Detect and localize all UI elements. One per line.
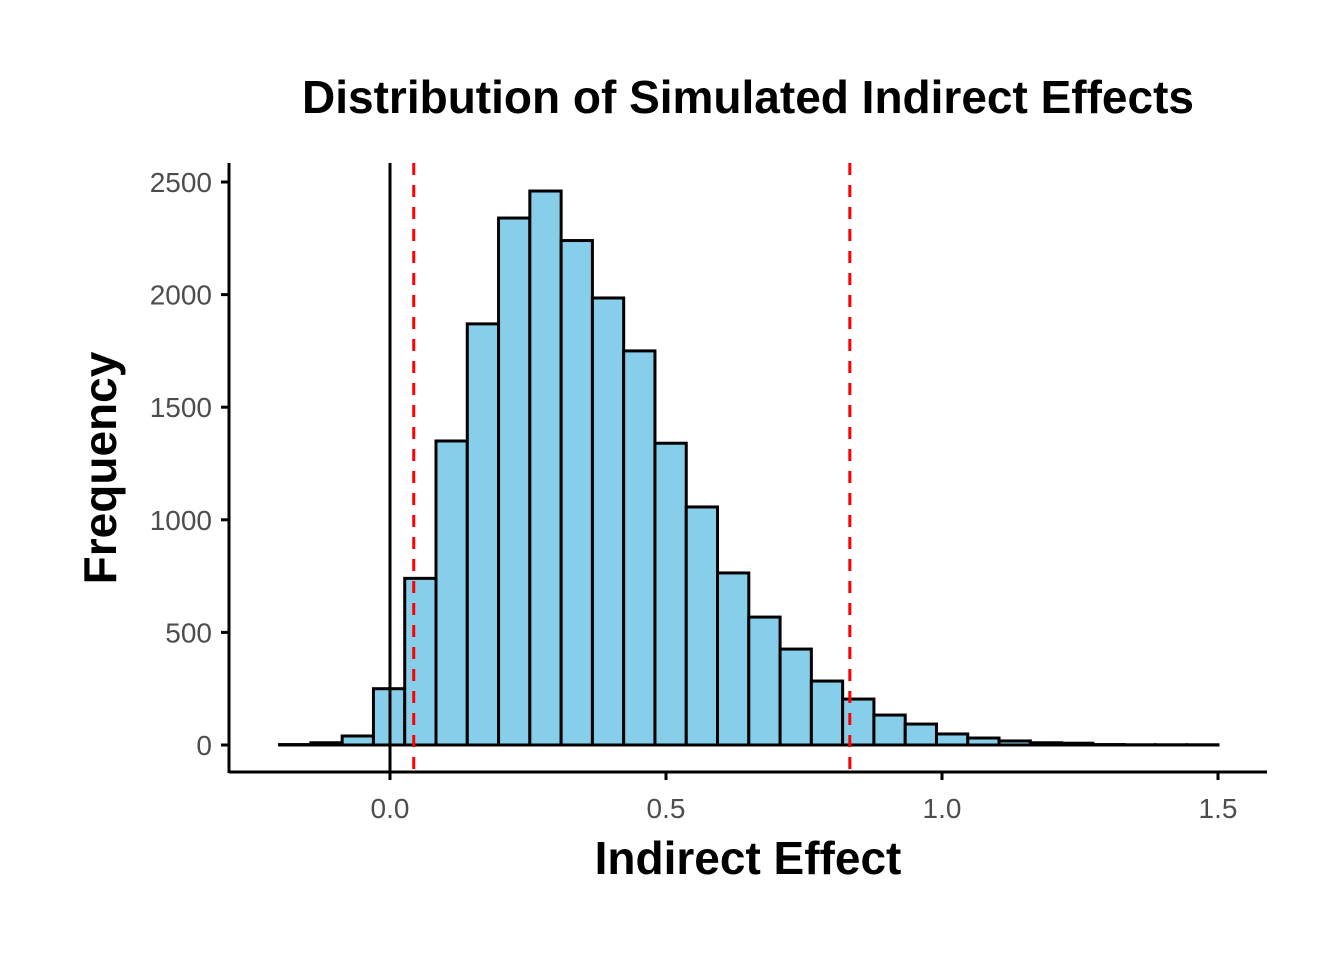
x-tick-label: 1.5 [1199, 793, 1238, 824]
histogram-bar [465, 322, 501, 747]
histogram-bar [872, 713, 907, 747]
y-axis-label: Frequency [74, 351, 126, 584]
y-ticks: 0 500 1000 1500 2000 2500 [150, 167, 229, 761]
bars-group [278, 189, 1220, 747]
histogram-bar [309, 741, 344, 747]
x-tick-label: 0.0 [371, 793, 410, 824]
histogram-bar [841, 697, 876, 747]
histogram-bar [716, 571, 751, 747]
x-axis-label: Indirect Effect [595, 832, 902, 884]
histogram-bar [934, 732, 970, 747]
histogram-bar [403, 576, 438, 747]
histogram-bar [1028, 741, 1064, 747]
x-tick-label: 1.0 [923, 793, 962, 824]
y-tick-label: 1500 [150, 392, 212, 423]
histogram-bar [809, 679, 845, 747]
histogram-bar [590, 296, 626, 747]
histogram-bar [747, 615, 782, 747]
x-ticks: 0.0 0.5 1.0 1.5 [371, 772, 1238, 824]
histogram-bar [340, 734, 375, 747]
y-tick-label: 500 [165, 617, 212, 648]
histogram-bar [684, 505, 720, 747]
histogram-bar [622, 349, 657, 747]
histogram-bar [903, 722, 938, 747]
histogram-bar [778, 647, 813, 747]
histogram-bar [559, 239, 594, 747]
reference-lines [388, 163, 852, 772]
histogram-bar [528, 189, 563, 747]
y-tick-label: 2500 [150, 167, 212, 198]
y-tick-label: 1000 [150, 505, 212, 536]
y-tick-label: 2000 [150, 280, 212, 311]
histogram-bar [653, 441, 688, 747]
x-tick-label: 0.5 [647, 793, 686, 824]
chart-title: Distribution of Simulated Indirect Effec… [302, 71, 1194, 123]
histogram-bar [1060, 741, 1095, 747]
histogram-bar [997, 739, 1032, 747]
histogram-bar [966, 736, 1001, 747]
histogram-bar [434, 439, 469, 747]
histogram-bar [497, 216, 532, 747]
y-tick-label: 0 [196, 730, 212, 761]
